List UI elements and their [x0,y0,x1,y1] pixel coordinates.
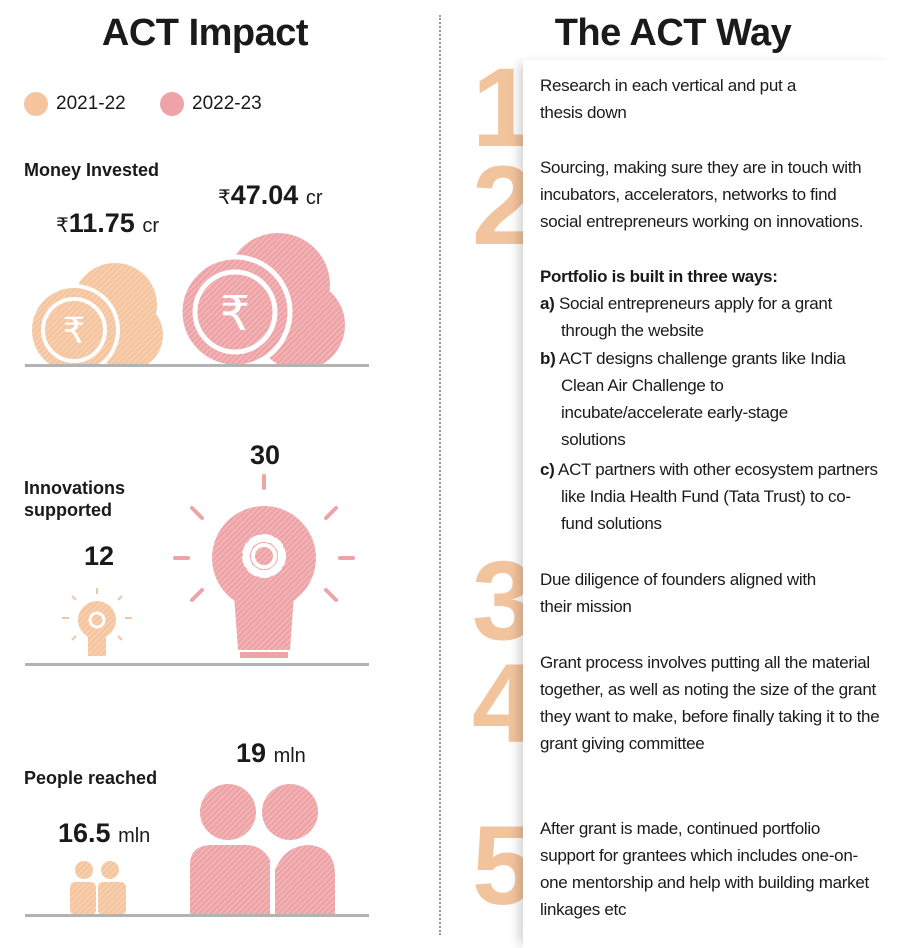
people-icons [70,784,335,915]
coins-2022-23-icon: ₹ [177,233,345,365]
baseline [25,364,369,367]
legend-label: 2021-22 [56,93,126,114]
right-title: The ACT Way [554,12,792,54]
people-small-icon [70,861,126,915]
step-2-text: Sourcing, making sure they are in touch … [540,158,864,231]
left-title: ACT Impact [101,12,309,54]
way-b: b) ACT designs challenge grants like Ind… [540,349,846,449]
baseline [25,914,369,917]
step-5-text: After grant is made, continued portfolio… [540,819,869,919]
legend-2021-22: 2021-22 [24,92,126,116]
coins-icons: ₹ ₹ [28,233,345,365]
way-a: a) Social entrepreneurs apply for a gran… [540,294,833,340]
step-3-text: Due diligence of founders aligned with t… [540,570,816,616]
legend-swatch [160,92,184,116]
svg-text:₹: ₹ [63,311,86,352]
svg-text:₹: ₹ [220,286,251,342]
portfolio-heading: Portfolio is built in three ways: [540,267,778,286]
steps-panel [523,60,900,948]
lightbulb-small-icon [62,588,132,656]
way-c: c) ACT partners with other ecosystem par… [540,460,878,533]
money-2021-22: ₹11.75 cr [56,208,159,238]
legend-2022-23: 2022-23 [160,92,262,116]
step-1-text: Research in each vertical and put a thes… [540,76,796,122]
people-large-icon [190,784,335,915]
money-2022-23: ₹47.04 cr [218,180,323,210]
innovations-2021-22: 12 [84,541,115,571]
innovations-label: Innovations supported [24,478,126,520]
people-label: People reached [24,768,158,788]
people-2021-22: 16.5 mln [58,818,151,848]
legend-label: 2022-23 [192,93,262,114]
lightbulb-icons [62,474,355,658]
innovations-2022-23: 30 [250,440,281,470]
lightbulb-large-icon [173,474,355,658]
column-divider [439,15,441,935]
baseline [25,663,369,666]
money-label: Money Invested [24,160,160,180]
coins-2021-22-icon: ₹ [28,263,163,365]
step-4-text: Grant process involves putting all the m… [540,653,880,753]
people-2022-23: 19 mln [236,738,306,768]
legend-swatch [24,92,48,116]
